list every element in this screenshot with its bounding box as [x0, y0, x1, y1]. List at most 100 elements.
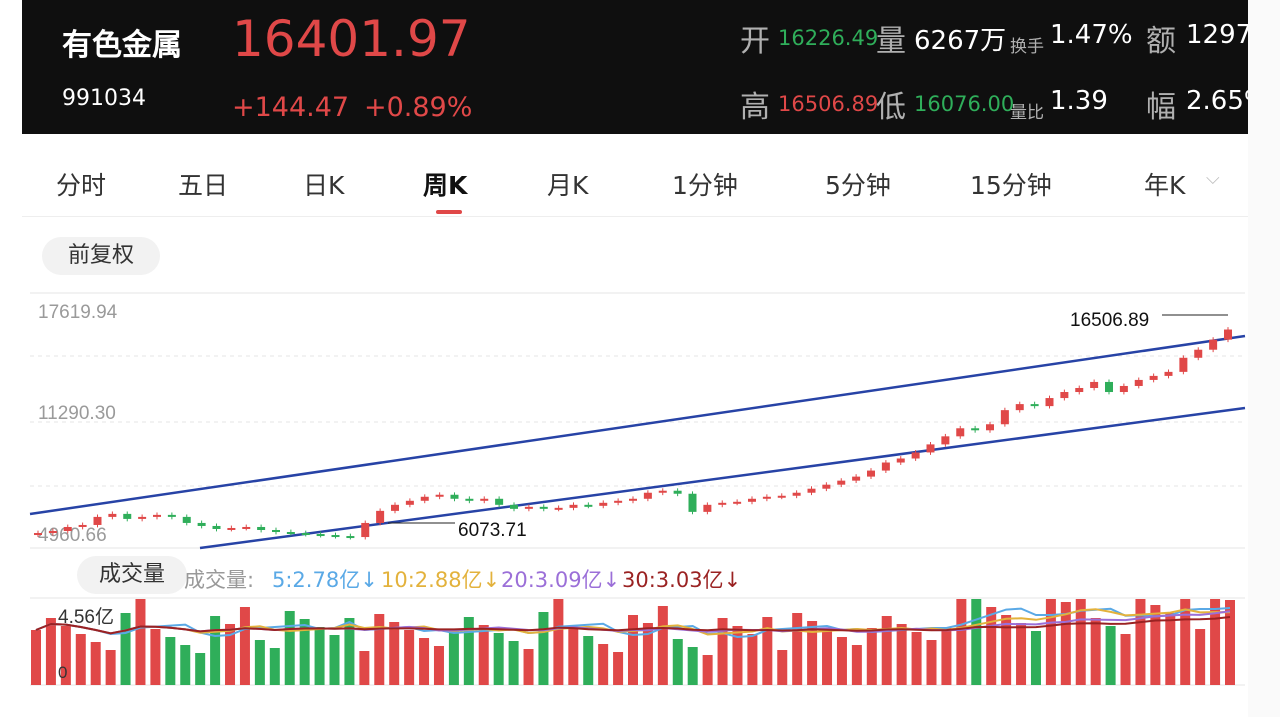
volume-bar	[1030, 631, 1041, 685]
volume-bar	[1090, 618, 1101, 685]
candle	[153, 514, 161, 517]
volume-bar	[732, 626, 743, 685]
volume-bar	[896, 624, 907, 685]
volume-bar	[538, 612, 549, 685]
candle	[688, 493, 697, 512]
candle	[1149, 375, 1158, 380]
volume-bar	[120, 613, 131, 685]
volume-indicator-button[interactable]: 成交量	[77, 556, 187, 594]
open-label: 开	[740, 24, 770, 59]
candle	[539, 506, 548, 509]
tab-15min[interactable]: 15分钟	[970, 171, 1052, 200]
candle	[257, 526, 266, 530]
ma10-value: 10:2.88亿↓	[381, 568, 501, 592]
candle	[167, 514, 176, 517]
ma30-value: 30:3.03亿↓	[622, 568, 742, 592]
candle	[391, 504, 399, 511]
volume-bar	[210, 616, 221, 685]
candle	[1060, 392, 1069, 399]
volume-bars	[31, 599, 1235, 685]
volume-bar	[508, 641, 519, 685]
candle	[837, 480, 846, 485]
tab-5min[interactable]: 5分钟	[825, 171, 891, 200]
candle	[986, 424, 994, 431]
candle	[1209, 339, 1218, 350]
tab-weekly-k[interactable]: 周K	[423, 171, 468, 200]
tab-yearly-k[interactable]: 年K	[1144, 171, 1186, 200]
candle	[584, 504, 593, 507]
volume-bar	[269, 648, 280, 685]
candle	[495, 498, 504, 505]
active-tab-indicator	[436, 210, 462, 214]
volume-bar	[195, 653, 206, 685]
volume-value: 6267万	[914, 26, 1007, 56]
candle	[956, 428, 965, 437]
volume-bar	[822, 629, 833, 685]
volume-bar	[523, 649, 534, 685]
high-annotation: 16506.89	[1070, 310, 1149, 331]
volume-ratio-label: 量比	[1010, 103, 1044, 123]
candle	[867, 470, 875, 477]
price-change-pct: +0.89%	[364, 92, 473, 123]
price-adjust-button[interactable]: 前复权	[42, 237, 160, 275]
candle	[524, 506, 533, 509]
candle	[480, 498, 489, 501]
price-change: +144.47	[232, 92, 350, 123]
volume-chart[interactable]: 4.56亿 0	[0, 596, 1248, 717]
index-name: 有色金属	[62, 28, 182, 63]
volume-bar	[1001, 615, 1012, 685]
volume-bar	[1210, 599, 1221, 685]
candle	[748, 498, 756, 502]
volume-ratio-value: 1.39	[1050, 86, 1108, 116]
candle	[911, 452, 920, 459]
candle	[881, 462, 890, 471]
volume-label: 量	[876, 24, 906, 59]
candle	[48, 531, 57, 534]
volume-bar	[45, 618, 56, 685]
candles	[34, 327, 1232, 540]
candle	[63, 526, 72, 532]
volume-bar	[672, 639, 683, 685]
tab-daily-k[interactable]: 日K	[303, 171, 345, 200]
volume-bar	[105, 650, 116, 685]
candle	[629, 498, 637, 501]
tab-five-day[interactable]: 五日	[178, 171, 229, 200]
volume-bar	[60, 626, 71, 685]
volume-bar	[493, 633, 504, 685]
candle	[286, 532, 295, 535]
volume-bar	[866, 628, 877, 685]
candle	[762, 496, 771, 499]
candle	[242, 526, 251, 529]
candle	[93, 516, 102, 525]
candle	[941, 436, 950, 445]
candle	[807, 488, 816, 493]
kline-chart[interactable]: 17619.94 11290.30 4960.66 16506.89 6073.…	[0, 290, 1248, 552]
tab-timeshare[interactable]: 分时	[56, 171, 107, 200]
volume-max-label: 4.56亿	[58, 606, 114, 628]
volume-bar	[956, 599, 967, 685]
period-tabs: 分时 五日 日K 周K 月K 1分钟 5分钟 15分钟 年K ⌵	[22, 148, 1248, 217]
candle	[1134, 379, 1143, 386]
candle	[852, 476, 861, 481]
tab-monthly-k[interactable]: 月K	[547, 171, 589, 200]
chevron-down-icon[interactable]: ⌵	[1206, 168, 1220, 189]
turnover-value: 1.47%	[1050, 20, 1133, 50]
y-tick-label: 4960.66	[38, 525, 107, 546]
volume-bar	[642, 623, 653, 685]
candle	[792, 492, 801, 496]
volume-bar	[1075, 599, 1086, 685]
low-label: 低	[876, 90, 906, 125]
candle	[1000, 410, 1009, 425]
volume-bar	[254, 640, 265, 685]
candle	[569, 504, 578, 508]
tab-1min[interactable]: 1分钟	[672, 171, 738, 200]
volume-zero-label: 0	[58, 663, 67, 682]
volume-bar	[329, 635, 340, 685]
volume-bar	[762, 617, 773, 685]
ma30-line	[35, 615, 1231, 635]
amount-value: 1297	[1186, 20, 1248, 50]
volume-bar	[239, 607, 250, 685]
ma5-value: 5:2.78亿↓	[272, 568, 378, 592]
candle	[1045, 398, 1054, 407]
amplitude-value: 2.65%	[1186, 86, 1248, 116]
